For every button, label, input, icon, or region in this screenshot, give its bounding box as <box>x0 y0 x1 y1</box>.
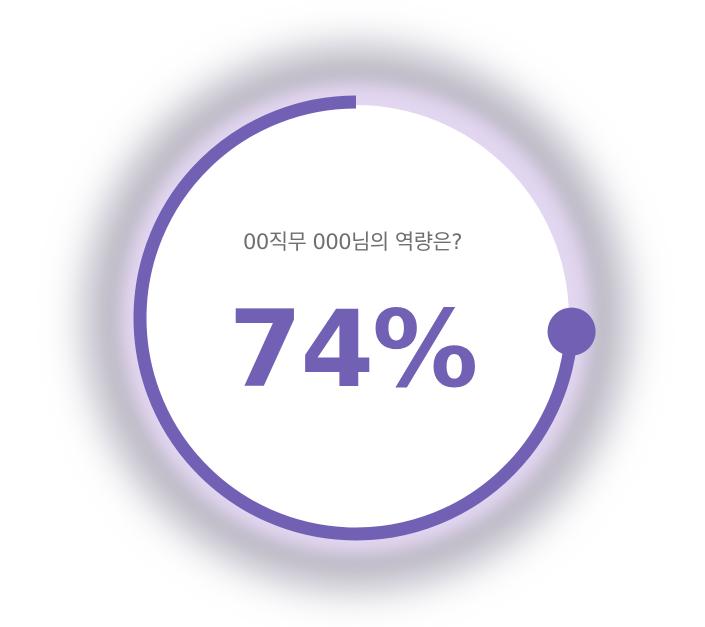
center-disc <box>143 105 569 531</box>
progress-arc <box>133 95 579 541</box>
progress-knob[interactable] <box>547 307 596 356</box>
competency-percentage: 74% <box>228 288 479 411</box>
competency-question: 00직무 000님의 역량은? <box>242 230 463 254</box>
